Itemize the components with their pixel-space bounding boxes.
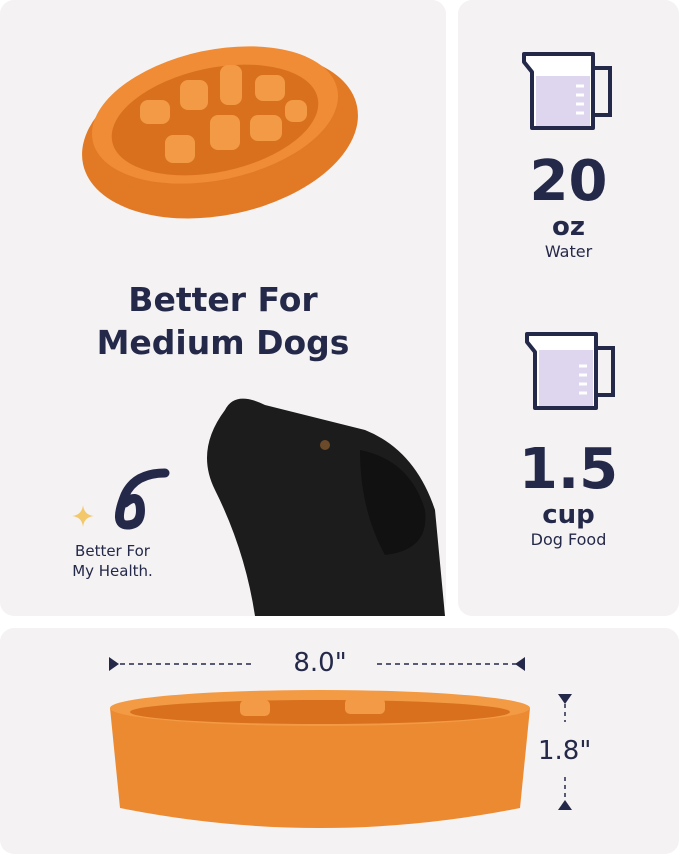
capacity-panel: 20 oz Water 1.5 cup Dog Food bbox=[458, 0, 679, 616]
measuring-cup-icon bbox=[525, 332, 615, 410]
sparkle-icon bbox=[72, 505, 94, 527]
slow-feeder-bowl-side-image bbox=[110, 690, 530, 828]
measuring-cup-icon bbox=[522, 52, 612, 130]
water-value: 20 bbox=[529, 149, 608, 214]
water-label: Water bbox=[544, 242, 593, 261]
food-unit: cup bbox=[542, 500, 595, 530]
width-dimension-line bbox=[109, 657, 525, 671]
scribble-icon bbox=[115, 468, 170, 530]
headline-line-1: Better For bbox=[128, 280, 318, 319]
health-badge-line-2: My Health. bbox=[72, 562, 153, 580]
height-label: 1.8" bbox=[538, 736, 592, 766]
slow-feeder-bowl-top-image bbox=[82, 46, 358, 219]
health-badge-line-1: Better For bbox=[75, 542, 150, 560]
food-label: Dog Food bbox=[530, 530, 607, 549]
food-capacity: 1.5 cup Dog Food bbox=[458, 438, 679, 552]
left-panel: Better For Medium Dogs Better For My Hea… bbox=[0, 0, 446, 616]
food-value: 1.5 bbox=[518, 437, 619, 502]
headline-line-2: Medium Dogs bbox=[96, 323, 350, 362]
dog-image bbox=[207, 398, 445, 616]
width-label: 8.0" bbox=[293, 648, 347, 678]
water-capacity: 20 oz Water bbox=[458, 150, 679, 264]
health-badge: Better For My Health. bbox=[40, 541, 185, 581]
height-dimension-line bbox=[558, 694, 572, 810]
dimensions-panel: 8.0" 1.8" bbox=[0, 628, 679, 854]
headline: Better For Medium Dogs bbox=[0, 278, 446, 364]
water-unit: oz bbox=[552, 212, 585, 242]
